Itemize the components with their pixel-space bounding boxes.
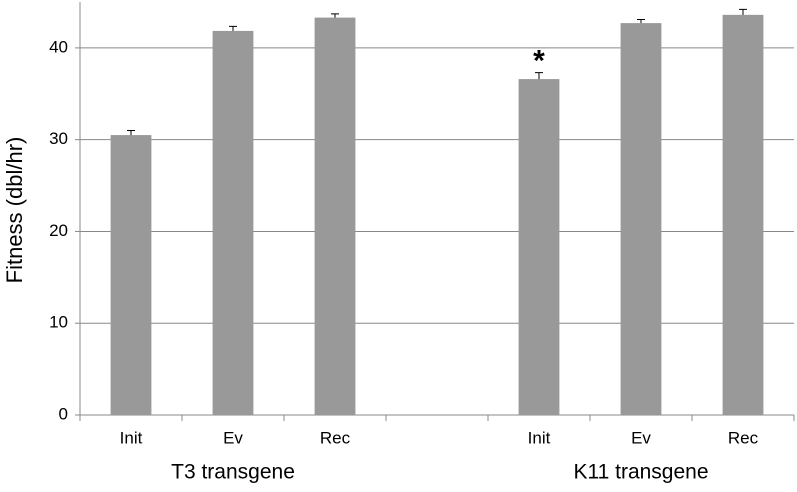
bar — [110, 135, 152, 416]
x-tick-label: Init — [120, 428, 143, 447]
x-tick-label: Init — [528, 428, 551, 447]
error-bar — [331, 13, 339, 18]
bar — [518, 79, 560, 416]
y-tick-label: 20 — [49, 221, 68, 240]
x-tick-label: Rec — [728, 428, 759, 447]
error-bar — [739, 8, 747, 15]
bar — [620, 23, 662, 416]
x-tick-label: Ev — [631, 428, 651, 447]
bar — [722, 14, 764, 416]
error-bar — [229, 25, 237, 31]
error-bar — [127, 129, 135, 136]
y-tick-label: 30 — [49, 129, 68, 148]
annotation: * — [533, 45, 545, 78]
group-label: K11 transgene — [573, 461, 708, 484]
bar — [212, 30, 254, 415]
y-axis-title: Fitness (dbl/hr) — [2, 137, 27, 284]
y-tick-label: 0 — [59, 404, 68, 423]
bar — [314, 17, 356, 415]
group-label: T3 transgene — [171, 461, 295, 484]
y-tick-label: 10 — [49, 313, 68, 332]
error-bar — [637, 18, 645, 24]
y-tick-label: 40 — [49, 37, 68, 56]
error-bar — [535, 72, 543, 80]
x-tick-label: Rec — [320, 428, 351, 447]
x-tick-label: Ev — [223, 428, 243, 447]
